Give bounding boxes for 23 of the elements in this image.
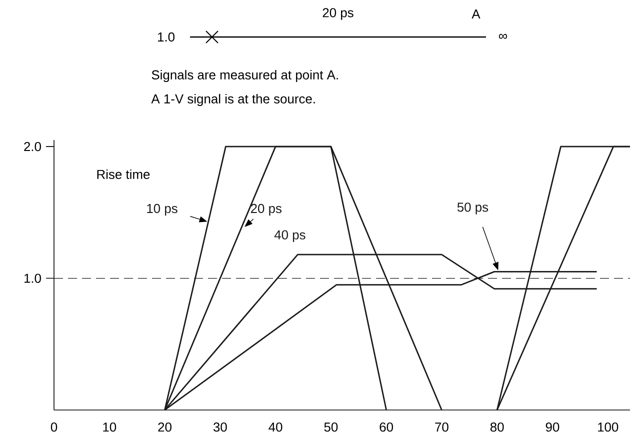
text: A xyxy=(472,10,480,18)
x-tick-label: 30 xyxy=(213,422,227,432)
text: 1.0 xyxy=(158,32,175,42)
x-tick-label: 20 xyxy=(158,422,172,432)
x-tick-label: 10 xyxy=(103,422,116,432)
x-tick-label: 90 xyxy=(546,422,560,432)
text: 20 ps xyxy=(322,8,354,20)
text: ∞ xyxy=(498,34,508,39)
x-tick-label: 60 xyxy=(380,422,394,432)
text: 10 ps xyxy=(147,204,178,216)
y-tick-label: 2.0 xyxy=(24,142,41,152)
annotation: Rise time xyxy=(97,169,150,179)
text: Signals are measured at point A. xyxy=(152,70,338,82)
text: A 1-V signal is at the source. xyxy=(151,94,315,106)
series-label: 40 ps xyxy=(274,230,306,242)
x-tick-label: 70 xyxy=(435,422,448,432)
x-tick-label: 50 xyxy=(324,422,338,432)
x-tick-label: 80 xyxy=(490,422,504,432)
text: 50 ps xyxy=(457,202,488,214)
series-label: 20 ps xyxy=(250,204,282,216)
x-tick-label: 40 xyxy=(268,422,282,432)
x-tick-label: 100 xyxy=(598,422,618,432)
x-tick-label: 0 xyxy=(50,422,58,432)
